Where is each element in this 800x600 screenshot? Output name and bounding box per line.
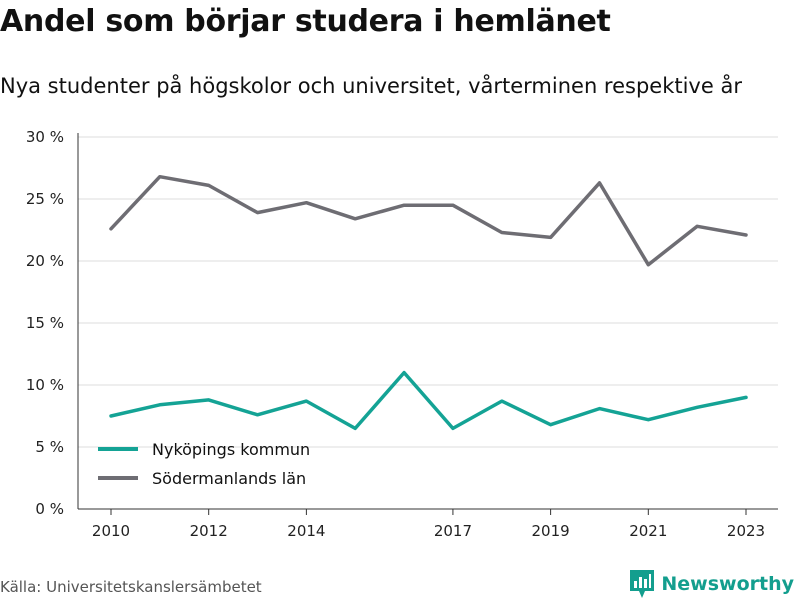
x-tick-label: 2014 <box>287 522 325 540</box>
legend-item-sodermanlands-lan-label: Södermanlands län <box>152 469 306 488</box>
series-line-sodermanlands-lan <box>109 174 748 267</box>
y-tick-label: 20 % <box>26 252 64 270</box>
grid-lines <box>78 136 778 448</box>
y-tick-label: 0 % <box>35 500 64 518</box>
y-tick-label: 30 % <box>26 128 64 146</box>
x-tick-label: 2017 <box>434 522 472 540</box>
source-note: Källa: Universitetskanslersämbetet <box>0 578 262 596</box>
y-tick-label: 10 % <box>26 376 64 394</box>
axes: 0 % 5 % 10 % 15 % 20 % 25 % 30 % 2010 2012 2014 20… <box>26 128 778 540</box>
x-tick-label: 2012 <box>190 522 228 540</box>
series-lines <box>109 174 748 431</box>
y-tick-label: 25 % <box>26 190 64 208</box>
x-tick-label: 2019 <box>532 522 570 540</box>
y-tick-label: 5 % <box>35 438 64 456</box>
legend-item-nykopings-kommun-label: Nyköpings kommun <box>152 440 310 459</box>
x-tick-label: 2021 <box>629 522 667 540</box>
newsworthy-logo-icon <box>630 570 655 598</box>
brand-name: Newsworthy <box>661 573 794 595</box>
x-tick-label: 2010 <box>92 522 130 540</box>
brand-logo: Newsworthy <box>629 569 794 599</box>
x-tick-label: 2023 <box>727 522 765 540</box>
chart-subtitle: Nya studenter på högskolor och universit… <box>0 74 742 98</box>
chart-title: Andel som börjar studera i hemlänet <box>0 4 611 39</box>
y-tick-label: 15 % <box>26 314 64 332</box>
legend: Nyköpings kommun Södermanlands län <box>98 440 310 488</box>
series-line-nykopings-kommun <box>109 370 748 431</box>
